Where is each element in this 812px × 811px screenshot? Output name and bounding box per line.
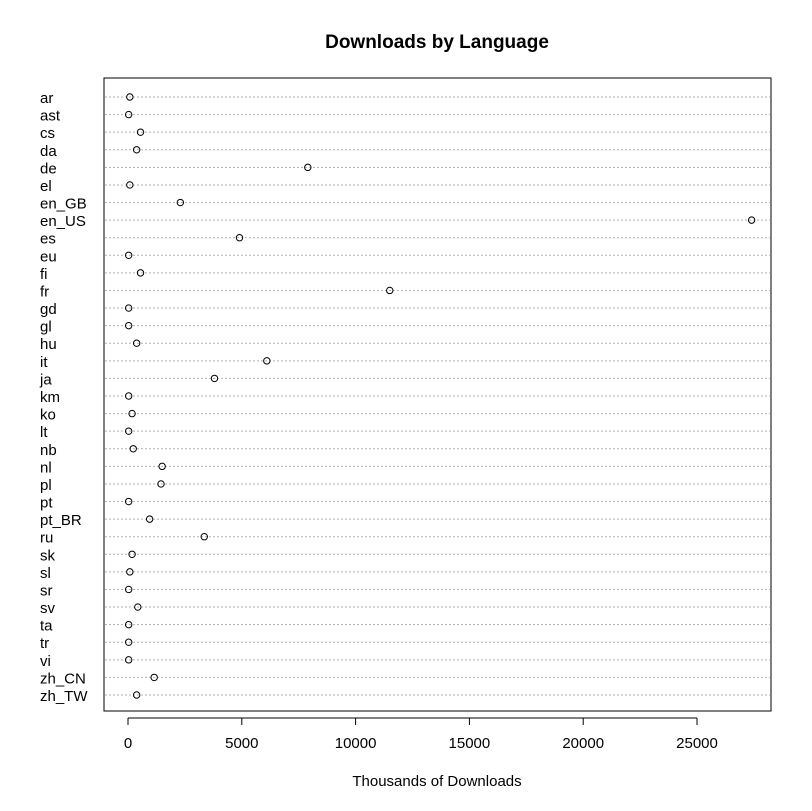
data-point-sr [124,585,133,594]
x-tick-label-15000: 15000 [449,735,491,752]
category-label-pt: pt [40,495,53,512]
category-label-eu: eu [40,248,57,265]
category-label-de: de [40,160,57,177]
x-tick-label-10000: 10000 [335,735,377,752]
data-point-es [235,234,244,242]
data-point-km [124,392,133,400]
data-point-gl [124,321,133,330]
data-point-nl [158,462,166,471]
plot-frame [103,77,772,712]
data-point-ast [124,110,133,119]
data-point-nb [129,445,137,453]
data-point-fi [136,269,145,277]
data-points [124,93,756,699]
data-point-en_GB [176,198,185,207]
category-label-es: es [40,231,56,248]
data-point-el [126,181,134,189]
category-label-sk: sk [40,547,56,564]
category-label-sv: sv [40,600,56,617]
data-point-sk [128,550,136,558]
category-label-it: it [40,354,48,371]
data-point-ru [200,533,208,541]
x-tick-label-20000: 20000 [562,735,604,752]
data-point-ar [126,93,134,101]
data-point-zh_TW [132,691,141,699]
x-axis-label: Thousands of Downloads [352,773,521,790]
category-label-ast: ast [40,108,61,125]
category-label-nb: nb [40,442,57,459]
category-label-lt: lt [40,424,48,441]
data-point-ko [128,409,136,418]
category-label-sr: sr [40,582,53,599]
data-point-it [263,357,271,365]
category-label-nl: nl [40,459,52,476]
data-point-ta [124,620,133,629]
chart-title: Downloads by Language [325,32,549,53]
data-point-vi [124,656,133,664]
category-label-km: km [40,389,60,406]
x-tick-label-0: 0 [124,735,132,752]
category-label-fi: fi [40,266,48,283]
category-label-el: el [40,178,52,195]
data-point-eu [124,251,133,259]
category-label-ru: ru [40,530,53,547]
data-point-en_US [747,216,756,224]
category-label-gl: gl [40,319,52,336]
category-label-zh_TW: zh_TW [40,688,88,705]
data-point-pl [157,480,165,488]
category-labels: arastcsdadeelen_GBen_USeseufifrgdglhuitj… [39,90,88,705]
data-point-pt_BR [145,515,154,523]
data-point-tr [124,638,133,646]
data-point-hu [132,339,141,347]
category-label-en_US: en_US [40,213,86,230]
category-label-fr: fr [40,283,49,300]
category-label-tr: tr [40,635,49,652]
data-point-de [304,163,312,172]
category-label-cs: cs [40,125,55,142]
data-point-sv [134,603,142,611]
category-label-ta: ta [40,618,53,635]
category-label-hu: hu [40,336,57,353]
data-point-sl [126,568,134,576]
data-point-pt [124,497,133,506]
category-label-ja: ja [39,371,52,388]
category-label-da: da [40,143,57,160]
data-point-zh_CN [150,673,158,682]
data-point-da [132,146,141,154]
category-label-zh_CN: zh_CN [40,670,86,687]
x-axis: 0 5000 10000 15000 20000 25000 [124,717,718,752]
category-label-pl: pl [40,477,52,494]
guide-lines [105,96,770,696]
data-point-gd [124,304,133,312]
category-label-ar: ar [40,90,53,107]
category-label-gd: gd [40,301,57,318]
x-tick-label-5000: 5000 [225,735,258,752]
data-point-ja [210,374,219,383]
category-label-pt_BR: pt_BR [40,512,82,529]
data-point-lt [124,427,133,435]
data-point-cs [136,128,145,136]
x-tick-label-25000: 25000 [676,735,718,752]
category-label-vi: vi [40,653,51,670]
data-point-fr [386,286,394,295]
category-label-sl: sl [40,565,51,582]
category-label-ko: ko [40,407,56,424]
category-label-en_GB: en_GB [40,196,87,213]
